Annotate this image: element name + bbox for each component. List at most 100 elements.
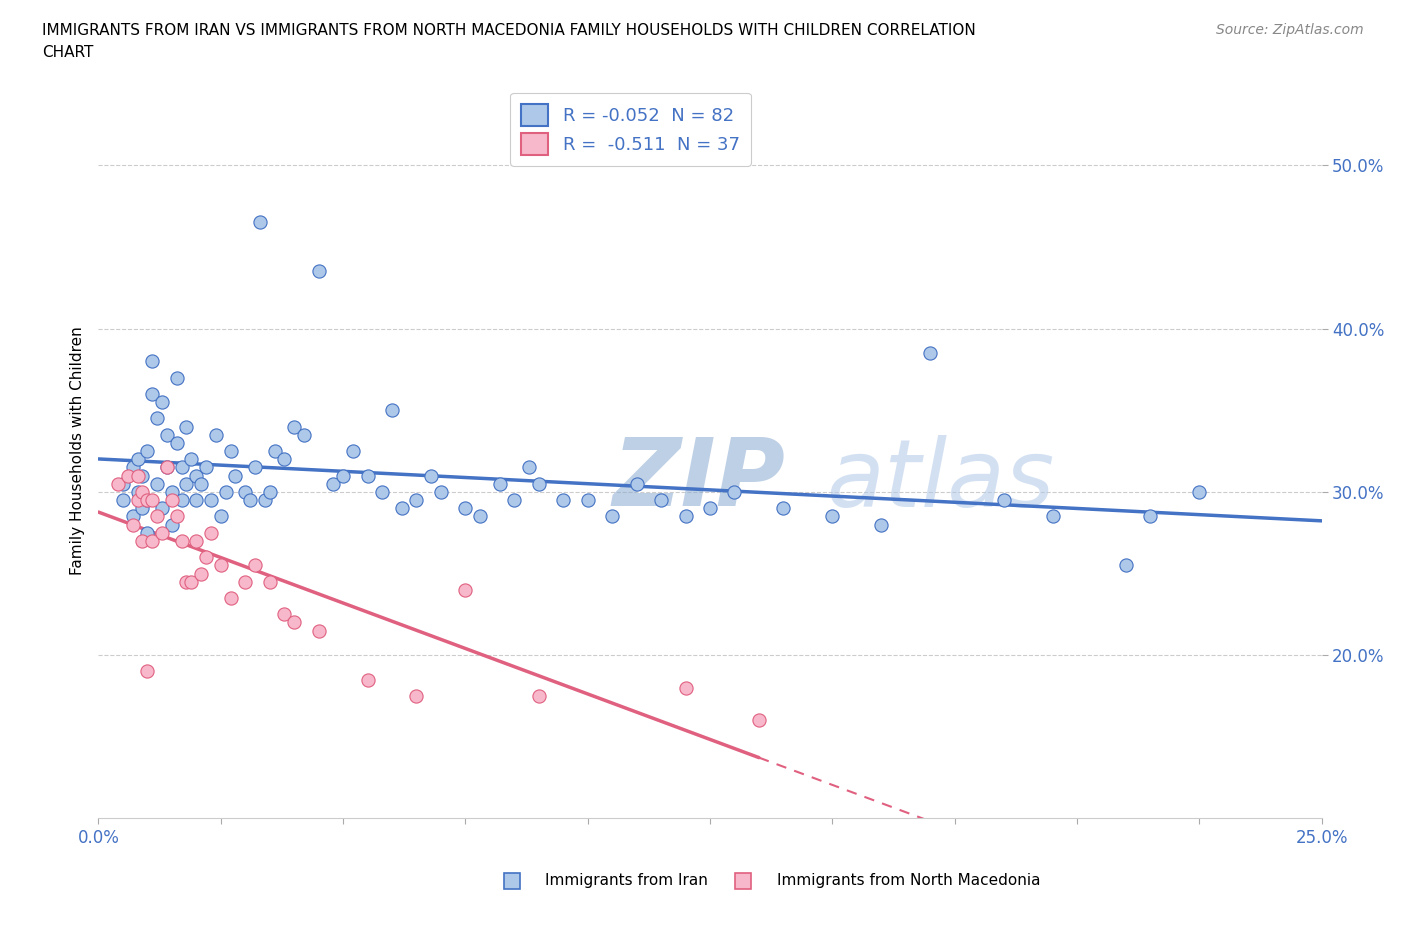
Point (111, 493, 134, 508)
Point (576, 493, 599, 508)
Text: Source: ZipAtlas.com: Source: ZipAtlas.com (1216, 23, 1364, 37)
Point (233, 485, 256, 499)
Point (146, 509, 169, 524)
Point (219, 444, 242, 458)
Point (209, 509, 232, 524)
Point (233, 574, 256, 589)
Point (821, 509, 844, 524)
Point (356, 672, 378, 687)
Point (127, 468, 149, 483)
Point (156, 460, 179, 475)
Point (1042, 509, 1064, 524)
Point (156, 427, 179, 442)
Point (243, 460, 266, 475)
Point (186, 493, 208, 508)
Point (283, 419, 305, 434)
Point (1139, 509, 1161, 524)
Point (332, 468, 354, 483)
Point (141, 387, 163, 402)
Point (186, 468, 208, 483)
Point (527, 476, 550, 491)
Point (675, 509, 697, 524)
Point (503, 493, 526, 508)
Point (146, 476, 169, 491)
Point (160, 493, 183, 508)
Text: CHART: CHART (42, 45, 94, 60)
Point (1115, 558, 1137, 573)
Legend: R = -0.052  N = 82, R =  -0.511  N = 37: R = -0.052 N = 82, R = -0.511 N = 37 (510, 93, 751, 166)
Point (748, 713, 770, 728)
Point (176, 476, 198, 491)
Point (156, 460, 179, 475)
Point (772, 500, 794, 515)
Point (650, 493, 672, 508)
Text: Immigrants from Iran: Immigrants from Iran (546, 872, 707, 887)
Point (1188, 485, 1211, 499)
Point (243, 558, 266, 573)
Point (249, 215, 271, 230)
Point (146, 411, 169, 426)
Point (253, 493, 276, 508)
Point (170, 460, 193, 475)
Point (186, 534, 208, 549)
Point (121, 460, 143, 475)
Point (150, 500, 173, 515)
Text: atlas: atlas (827, 435, 1054, 526)
Point (141, 353, 163, 368)
Point (127, 485, 149, 499)
Point (675, 681, 697, 696)
Point (391, 500, 413, 515)
Point (993, 493, 1015, 508)
Point (699, 500, 721, 515)
Point (131, 468, 153, 483)
Point (136, 493, 159, 508)
Point (150, 394, 173, 409)
Point (273, 607, 295, 622)
Text: Immigrants from North Macedonia: Immigrants from North Macedonia (778, 872, 1040, 887)
Point (292, 427, 315, 442)
Point (136, 664, 159, 679)
Point (107, 476, 129, 491)
Point (136, 493, 159, 508)
Point (308, 264, 330, 279)
Point (239, 493, 262, 508)
Point (209, 558, 232, 573)
Point (356, 468, 378, 483)
Text: ZIP: ZIP (612, 434, 785, 526)
Point (488, 476, 510, 491)
Point (195, 550, 218, 565)
Point (170, 493, 193, 508)
Point (141, 534, 163, 549)
Point (517, 460, 540, 475)
Point (150, 525, 173, 540)
Point (166, 435, 188, 450)
Point (259, 485, 281, 499)
Point (920, 346, 942, 361)
Point (430, 485, 453, 499)
Point (160, 485, 183, 499)
Point (219, 591, 242, 605)
Point (553, 493, 575, 508)
Point (180, 452, 202, 467)
Point (195, 460, 218, 475)
Point (205, 427, 228, 442)
Point (322, 476, 344, 491)
Point (190, 476, 212, 491)
Text: IMMIGRANTS FROM IRAN VS IMMIGRANTS FROM NORTH MACEDONIA FAMILY HOUSEHOLDS WITH C: IMMIGRANTS FROM IRAN VS IMMIGRANTS FROM … (42, 23, 976, 38)
Point (200, 493, 222, 508)
Point (308, 623, 330, 638)
Point (131, 485, 153, 499)
Point (224, 468, 246, 483)
Point (136, 525, 159, 540)
Point (127, 452, 149, 467)
Point (468, 509, 491, 524)
Point (166, 370, 188, 385)
Point (136, 444, 159, 458)
Point (131, 534, 153, 549)
Point (273, 452, 295, 467)
Point (117, 468, 139, 483)
Point (200, 525, 222, 540)
Point (166, 509, 188, 524)
Point (141, 493, 163, 508)
Point (176, 574, 198, 589)
